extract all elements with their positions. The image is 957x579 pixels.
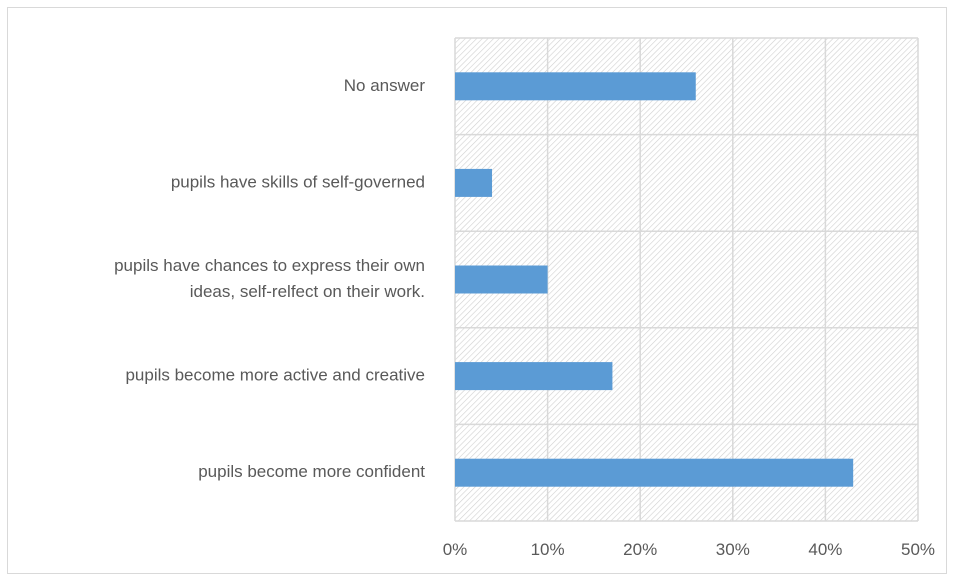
x-tick-label: 0% [443, 540, 468, 559]
category-label: ideas, self-relfect on their work. [190, 282, 425, 301]
bar [455, 458, 854, 487]
bar [455, 265, 548, 294]
bar [455, 168, 493, 197]
x-tick-label: 20% [623, 540, 657, 559]
category-label: pupils become more active and creative [125, 366, 425, 385]
category-labels: No answer pupils have skills of self-gove… [114, 76, 425, 481]
gridlines [454, 37, 919, 522]
category-label: No answer [344, 76, 426, 95]
category-label: pupils have chances to express their own [114, 256, 425, 275]
x-tick-label: 30% [716, 540, 750, 559]
category-label: pupils have skills of self-governed [171, 172, 425, 191]
category-label: pupils become more confident [198, 462, 425, 481]
bars [455, 72, 854, 487]
bar [455, 72, 696, 101]
x-tick-label: 40% [808, 540, 842, 559]
bar [455, 362, 613, 391]
x-tick-label: 10% [531, 540, 565, 559]
x-axis-tick-labels: 0% 10% 20% 30% 40% 50% [443, 540, 935, 559]
x-tick-label: 50% [901, 540, 935, 559]
